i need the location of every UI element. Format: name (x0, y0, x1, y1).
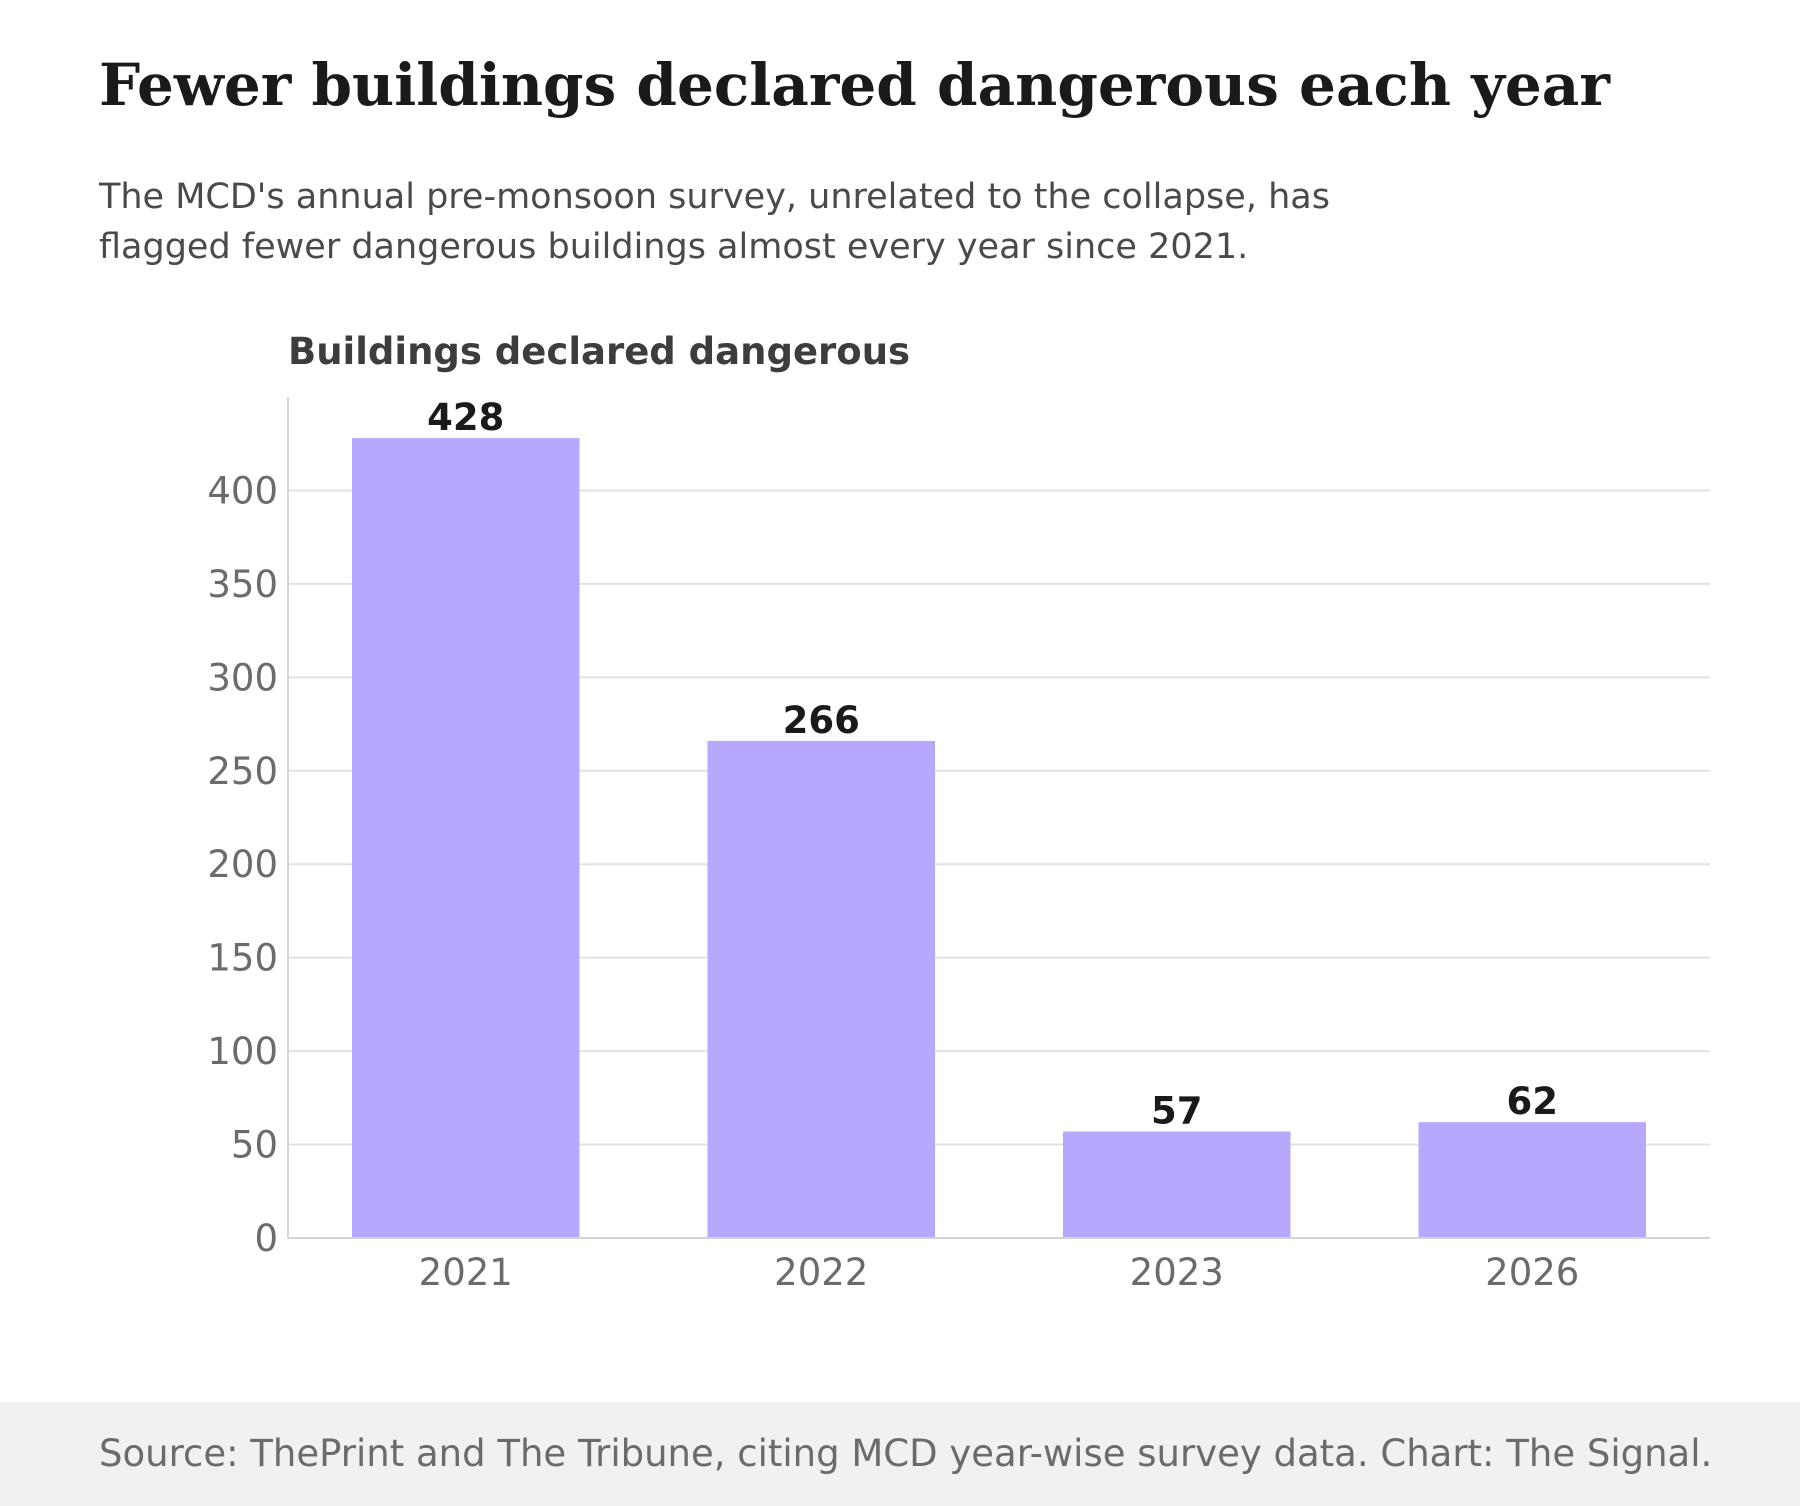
bar-chart: Buildings declared dangerous 0 50 100 150 20… (207, 330, 1710, 1294)
x-tick-label-2021: 2021 (419, 1251, 513, 1294)
data-label-2023: 57 (1151, 1089, 1203, 1132)
y-axis-ticks: 0 50 100 150 200 250 300 350 400 (207, 469, 278, 1260)
y-tick-label: 300 (207, 656, 278, 699)
y-tick-label: 350 (207, 563, 278, 606)
bar-2022 (707, 740, 936, 1238)
source-note: Source: ThePrint and The Tribune, citing… (99, 1432, 1713, 1475)
x-tick-label-2023: 2023 (1130, 1251, 1224, 1294)
y-tick-label: 50 (231, 1124, 278, 1167)
bar-2026 (1418, 1122, 1647, 1238)
y-tick-label: 400 (207, 469, 278, 512)
y-tick-label: 100 (207, 1030, 278, 1073)
bar-2023 (1062, 1131, 1291, 1238)
y-axis-label: Buildings declared dangerous (288, 330, 910, 373)
y-tick-label: 250 (207, 750, 278, 793)
x-axis-ticks: 2021 2022 2023 2026 (419, 1251, 1580, 1294)
chart-title: Fewer buildings declared dangerous each … (99, 51, 1610, 119)
footer: Source: ThePrint and The Tribune, citing… (0, 1402, 1800, 1506)
y-tick-label: 200 (207, 843, 278, 886)
bar-2021 (351, 438, 580, 1238)
data-label-2026: 62 (1507, 1080, 1559, 1123)
y-tick-label: 0 (254, 1217, 278, 1260)
data-labels: 428 266 57 62 (427, 396, 1558, 1132)
data-label-2021: 428 (427, 396, 504, 439)
bars (351, 438, 1647, 1238)
y-tick-label: 150 (207, 937, 278, 980)
data-label-2022: 266 (783, 699, 860, 742)
chart-subtitle: The MCD's annual pre-monsoon survey, unr… (99, 177, 1330, 267)
x-tick-label-2026: 2026 (1485, 1251, 1579, 1294)
x-tick-label-2022: 2022 (774, 1251, 868, 1294)
